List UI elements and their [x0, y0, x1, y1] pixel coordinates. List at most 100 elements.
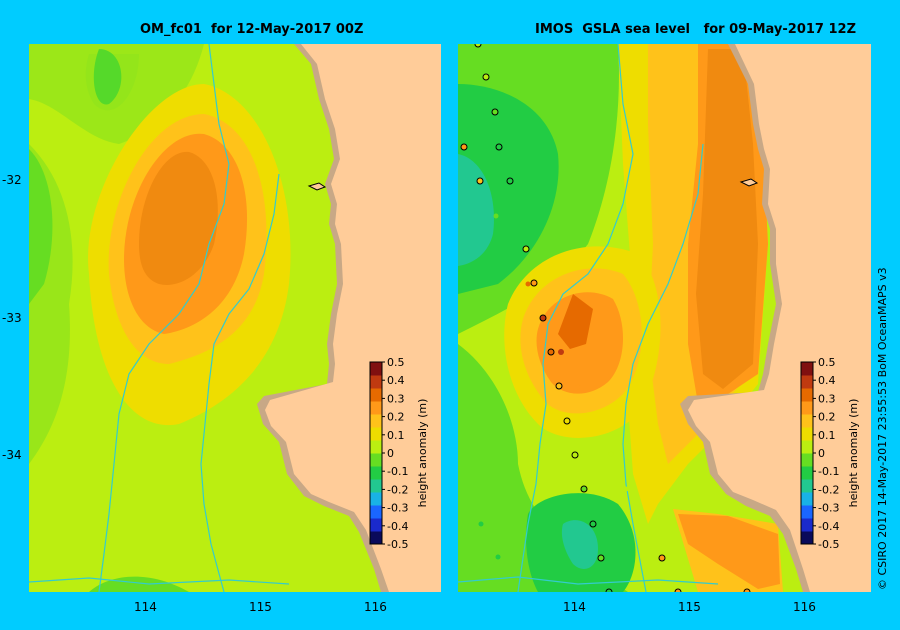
- colorbar-tick-label: 0.2: [818, 411, 836, 424]
- anomaly-contour: [29, 149, 53, 304]
- colorbar-tick-label: 0.4: [818, 374, 836, 387]
- colorbar-swatch: [370, 505, 382, 519]
- colorbar-swatch: [370, 479, 382, 493]
- colorbar-tick-label: -0.5: [818, 538, 839, 551]
- colorbar-label: height anomaly (m): [847, 399, 860, 508]
- colorbar-right: 0.5 0.4 0.3 0.2 0.1 0 -0.1 -0.2 -0.3 -0.4 -0.5 heig…: [800, 358, 860, 551]
- altimeter-obs: [623, 486, 629, 492]
- colorbar-tick-label: -0.2: [818, 483, 839, 496]
- altimeter-obs: [658, 554, 666, 562]
- colorbar-tick-label: 0.5: [387, 358, 405, 369]
- land-mass: [265, 44, 441, 592]
- colorbar-tick-label: 0.3: [818, 392, 836, 405]
- y-tick-label: -32: [2, 173, 22, 187]
- altimeter-obs: [491, 108, 499, 116]
- colorbar-tick-label: 0: [387, 447, 394, 460]
- altimeter-obs: [597, 554, 605, 562]
- y-tick-label: -33: [2, 311, 22, 325]
- altimeter-obs: [571, 451, 579, 459]
- colorbar-swatch: [370, 466, 382, 480]
- altimeter-obs: [558, 349, 564, 355]
- colorbar-swatch: [801, 453, 813, 467]
- colorbar-tick-label: -0.1: [818, 465, 839, 478]
- land-mass: [688, 44, 871, 592]
- colorbar-left: 0.5 0.4 0.3 0.2 0.1 0 -0.1 -0.2 -0.3 -0.4 -0.5 heig…: [369, 358, 429, 551]
- isobath-line: [622, 143, 704, 592]
- x-tick-label: 115: [249, 600, 272, 614]
- colorbar-swatch: [370, 518, 382, 532]
- altimeter-obs: [495, 143, 503, 151]
- colorbar-swatch: [370, 362, 382, 376]
- copyright-credit: © CSIRO 2017 14-May-2017 23:55:53 BoM Oc…: [876, 267, 889, 590]
- colorbar-swatch: [801, 401, 813, 415]
- anomaly-contour: [458, 154, 494, 266]
- altimeter-obs: [525, 281, 531, 287]
- colorbar-tick-label: -0.1: [387, 465, 408, 478]
- colorbar-swatch: [801, 427, 813, 441]
- anomaly-contour: [561, 520, 598, 569]
- anomaly-contour: [93, 49, 122, 105]
- x-tick-label: 115: [678, 600, 701, 614]
- colorbar-label: height anomaly (m): [416, 399, 429, 508]
- colorbar-swatch: [801, 479, 813, 493]
- left-map-title: OM_fc01 for 12-May-2017 00Z: [140, 22, 364, 37]
- colorbar-tick-label: 0.1: [818, 429, 836, 442]
- anomaly-contour: [458, 344, 628, 592]
- anomaly-contour: [558, 294, 593, 349]
- colorbar-swatch: [801, 375, 813, 389]
- isobath-line: [29, 577, 290, 585]
- colorbar-swatch: [370, 401, 382, 415]
- altimeter-obs: [493, 213, 499, 219]
- colorbar-swatch: [370, 492, 382, 506]
- altimeter-obs: [539, 314, 547, 322]
- colorbar-tick-label: -0.5: [387, 538, 408, 551]
- colorbar-tick-label: -0.3: [818, 502, 839, 515]
- colorbar-swatch: [801, 505, 813, 519]
- colorbar-tick-label: 0.5: [818, 358, 836, 369]
- altimeter-obs: [589, 520, 597, 528]
- altimeter-obs: [460, 143, 468, 151]
- altimeter-obs: [476, 177, 484, 185]
- altimeter-obs: [580, 485, 588, 493]
- colorbar-tick-label: -0.2: [387, 483, 408, 496]
- colorbar-tick-label: -0.4: [387, 520, 408, 533]
- colorbar-swatch: [370, 453, 382, 467]
- colorbar-swatch: [370, 375, 382, 389]
- colorbar-swatch: [801, 531, 813, 545]
- altimeter-obs: [478, 521, 484, 527]
- colorbar-swatch: [370, 427, 382, 441]
- colorbar-tick-label: -0.4: [818, 520, 839, 533]
- altimeter-obs: [743, 588, 751, 592]
- rottnest-island: [307, 182, 327, 191]
- x-tick-label: 114: [134, 600, 157, 614]
- isobath-line: [517, 44, 634, 592]
- colorbar-swatch: [801, 388, 813, 402]
- colorbar-tick-label: 0.4: [387, 374, 405, 387]
- altimeter-obs: [547, 348, 555, 356]
- colorbar-swatch: [801, 414, 813, 428]
- colorbar-swatch: [370, 388, 382, 402]
- altimeter-obs: [605, 588, 613, 592]
- colorbar-swatch: [801, 492, 813, 506]
- left-map-panel: [29, 44, 441, 592]
- colorbar-swatch: [801, 466, 813, 480]
- anomaly-contour: [139, 151, 218, 285]
- observation-points: [460, 44, 751, 592]
- colorbar-swatch: [801, 362, 813, 376]
- altimeter-obs: [555, 382, 563, 390]
- colorbar-tick-label: 0.1: [387, 429, 405, 442]
- altimeter-obs: [522, 245, 530, 253]
- isobath-line: [458, 576, 719, 585]
- isobath-line: [98, 44, 230, 592]
- altimeter-obs: [575, 384, 581, 390]
- colorbar-swatch: [370, 414, 382, 428]
- altimeter-obs: [506, 177, 514, 185]
- altimeter-obs: [563, 417, 571, 425]
- altimeter-obs: [530, 279, 538, 287]
- rottnest-island: [739, 178, 759, 187]
- colorbar-swatch: [801, 518, 813, 532]
- right-map-panel: [458, 44, 871, 592]
- y-tick-label: -34: [2, 448, 22, 462]
- colorbar-tick-label: 0.2: [387, 411, 405, 424]
- colorbar-tick-label: 0.3: [387, 392, 405, 405]
